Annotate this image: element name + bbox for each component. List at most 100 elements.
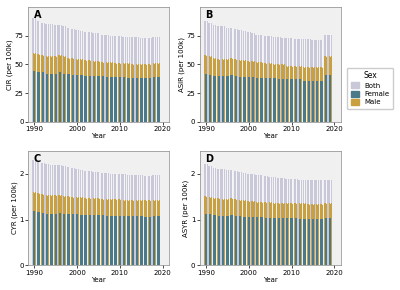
Bar [32, 19, 36, 122]
Bar [307, 39, 310, 122]
Bar [312, 67, 314, 122]
Bar [123, 77, 125, 122]
Bar [144, 217, 147, 266]
Bar [328, 180, 332, 266]
Bar [282, 203, 284, 266]
Bar [226, 170, 229, 266]
Bar [140, 216, 142, 266]
Bar [273, 37, 276, 122]
Bar [63, 213, 66, 266]
Bar [153, 77, 155, 122]
Bar [324, 180, 328, 266]
Bar [122, 37, 126, 122]
Bar [256, 175, 259, 266]
Bar [97, 215, 100, 266]
Bar [46, 56, 49, 122]
X-axis label: Year: Year [263, 133, 278, 139]
Bar [218, 216, 220, 266]
Bar [84, 60, 87, 122]
Bar [281, 178, 285, 266]
Bar [67, 74, 70, 122]
Bar [33, 211, 36, 266]
Bar [67, 214, 70, 266]
Bar [140, 175, 143, 266]
Bar [114, 77, 117, 122]
Bar [92, 33, 96, 122]
Bar [282, 218, 284, 266]
Bar [123, 63, 126, 122]
Bar [205, 74, 207, 122]
Bar [298, 180, 302, 266]
Bar [230, 57, 233, 122]
Bar [217, 169, 221, 266]
Bar [320, 67, 323, 122]
Bar [84, 32, 88, 122]
Bar [50, 24, 53, 122]
Bar [127, 200, 130, 266]
Bar [110, 77, 112, 122]
Bar [71, 29, 75, 122]
Bar [58, 25, 62, 122]
Y-axis label: CIR (per 100k): CIR (per 100k) [7, 39, 14, 90]
Bar [209, 75, 211, 122]
Text: A: A [34, 10, 41, 20]
Bar [248, 217, 250, 266]
Bar [243, 200, 246, 266]
Bar [226, 216, 228, 266]
Bar [217, 59, 220, 122]
Bar [131, 175, 134, 266]
Bar [62, 26, 66, 122]
Bar [153, 63, 156, 122]
Bar [132, 78, 134, 122]
Bar [67, 57, 70, 122]
Bar [307, 204, 310, 266]
Bar [135, 37, 139, 122]
Bar [256, 35, 259, 122]
Bar [45, 164, 49, 266]
Bar [235, 216, 237, 266]
Bar [46, 74, 48, 122]
Bar [328, 35, 332, 122]
Bar [140, 78, 142, 122]
Bar [294, 39, 298, 122]
Bar [264, 36, 268, 122]
Bar [226, 59, 229, 122]
Bar [101, 35, 105, 122]
Bar [234, 29, 238, 122]
Bar [222, 199, 225, 266]
Bar [110, 199, 113, 266]
Bar [273, 64, 276, 122]
Bar [230, 75, 233, 122]
Bar [298, 66, 302, 122]
Bar [67, 196, 70, 266]
Bar [75, 30, 79, 122]
Bar [59, 213, 61, 266]
Bar [204, 164, 208, 266]
Bar [290, 66, 293, 122]
Bar [153, 216, 155, 266]
Bar [101, 173, 105, 266]
Bar [46, 195, 49, 266]
Bar [75, 169, 79, 266]
Bar [118, 63, 122, 122]
Bar [316, 204, 319, 266]
Bar [222, 76, 224, 122]
Bar [269, 63, 272, 122]
Bar [303, 81, 306, 122]
Bar [41, 194, 44, 266]
Bar [105, 173, 109, 266]
Bar [295, 79, 297, 122]
Bar [37, 54, 40, 122]
Bar [127, 175, 130, 266]
Bar [80, 215, 82, 266]
Bar [239, 216, 241, 266]
Bar [110, 36, 113, 122]
Bar [260, 35, 264, 122]
Bar [308, 81, 310, 122]
Bar [243, 77, 246, 122]
Bar [281, 38, 285, 122]
Bar [67, 167, 70, 266]
Bar [97, 33, 100, 122]
Text: D: D [205, 154, 213, 164]
X-axis label: Year: Year [91, 133, 106, 139]
